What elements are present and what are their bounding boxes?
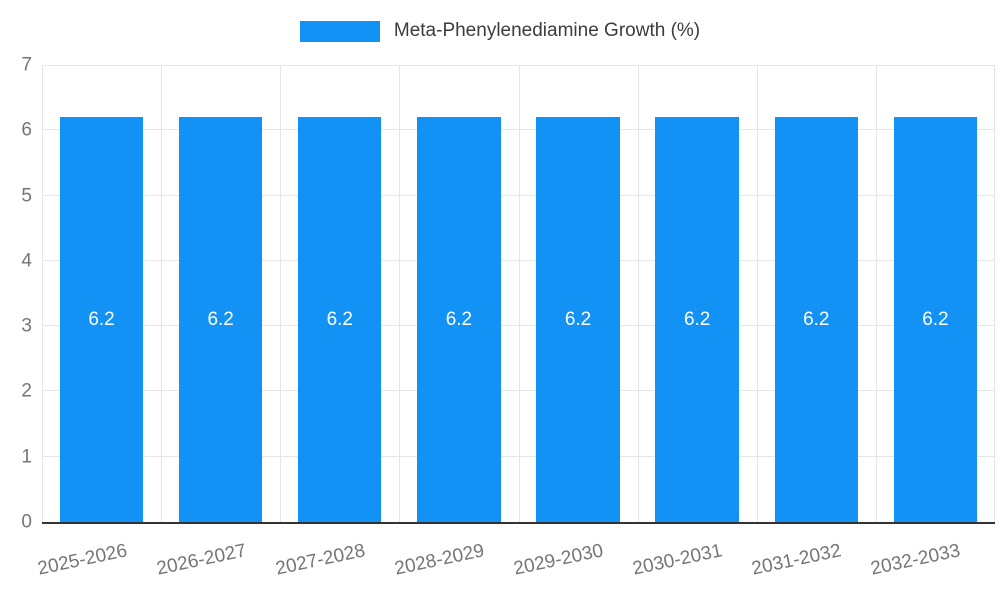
y-tick-label: 6 xyxy=(21,119,32,141)
gridline-vertical xyxy=(875,65,877,522)
gridline-vertical xyxy=(42,65,43,522)
bar-value-label: 6.2 xyxy=(803,308,830,330)
bar-value-label: 6.2 xyxy=(564,308,592,330)
legend-label: Meta-Phenylenediamine Growth (%) xyxy=(393,20,701,41)
gridline-vertical xyxy=(280,65,282,522)
bar-2031-2032: 6.2 xyxy=(774,117,858,522)
gridline-vertical xyxy=(518,65,520,522)
gridline-vertical xyxy=(161,65,163,522)
bar-2025-2026: 6.2 xyxy=(59,117,144,522)
bar-2026-2027: 6.2 xyxy=(178,117,263,522)
bar-value-label: 6.2 xyxy=(326,308,353,330)
y-axis-labels: 0 1 2 3 4 5 6 7 xyxy=(0,56,32,532)
bar-value-label: 6.2 xyxy=(88,308,115,330)
bar-value-label: 6.2 xyxy=(683,308,711,330)
legend-swatch xyxy=(299,20,380,42)
x-axis-labels: 2025-2026 2026-2027 2027-2028 2028-2029 2029… xyxy=(35,530,995,596)
y-tick-label: 1 xyxy=(21,446,32,468)
bar-2032-2033: 6.2 xyxy=(893,117,978,522)
gridline-vertical xyxy=(756,65,758,522)
y-tick-label: 2 xyxy=(21,380,32,402)
bar-value-label: 6.2 xyxy=(445,308,473,330)
bar-value-label: 6.2 xyxy=(922,308,949,330)
bar-value-label: 6.2 xyxy=(207,308,234,330)
y-tick-label: 5 xyxy=(21,185,32,207)
y-tick-label: 4 xyxy=(21,250,32,272)
bar-2030-2031: 6.2 xyxy=(655,117,739,522)
bar-2029-2030: 6.2 xyxy=(536,117,620,522)
gridline-vertical xyxy=(637,65,639,522)
y-tick-label: 3 xyxy=(21,315,32,337)
y-tick-label: 7 xyxy=(21,54,32,76)
gridline-vertical xyxy=(399,65,401,522)
gridline-vertical xyxy=(994,65,995,522)
bar-2028-2029: 6.2 xyxy=(417,117,501,522)
y-tick-label: 0 xyxy=(21,511,32,533)
legend: Meta-Phenylenediamine Growth (%) xyxy=(0,18,1000,44)
bar-2027-2028: 6.2 xyxy=(298,117,382,522)
plot-area: 6.2 6.2 6.2 6.2 6.2 6.2 6.2 6.2 xyxy=(42,65,995,524)
